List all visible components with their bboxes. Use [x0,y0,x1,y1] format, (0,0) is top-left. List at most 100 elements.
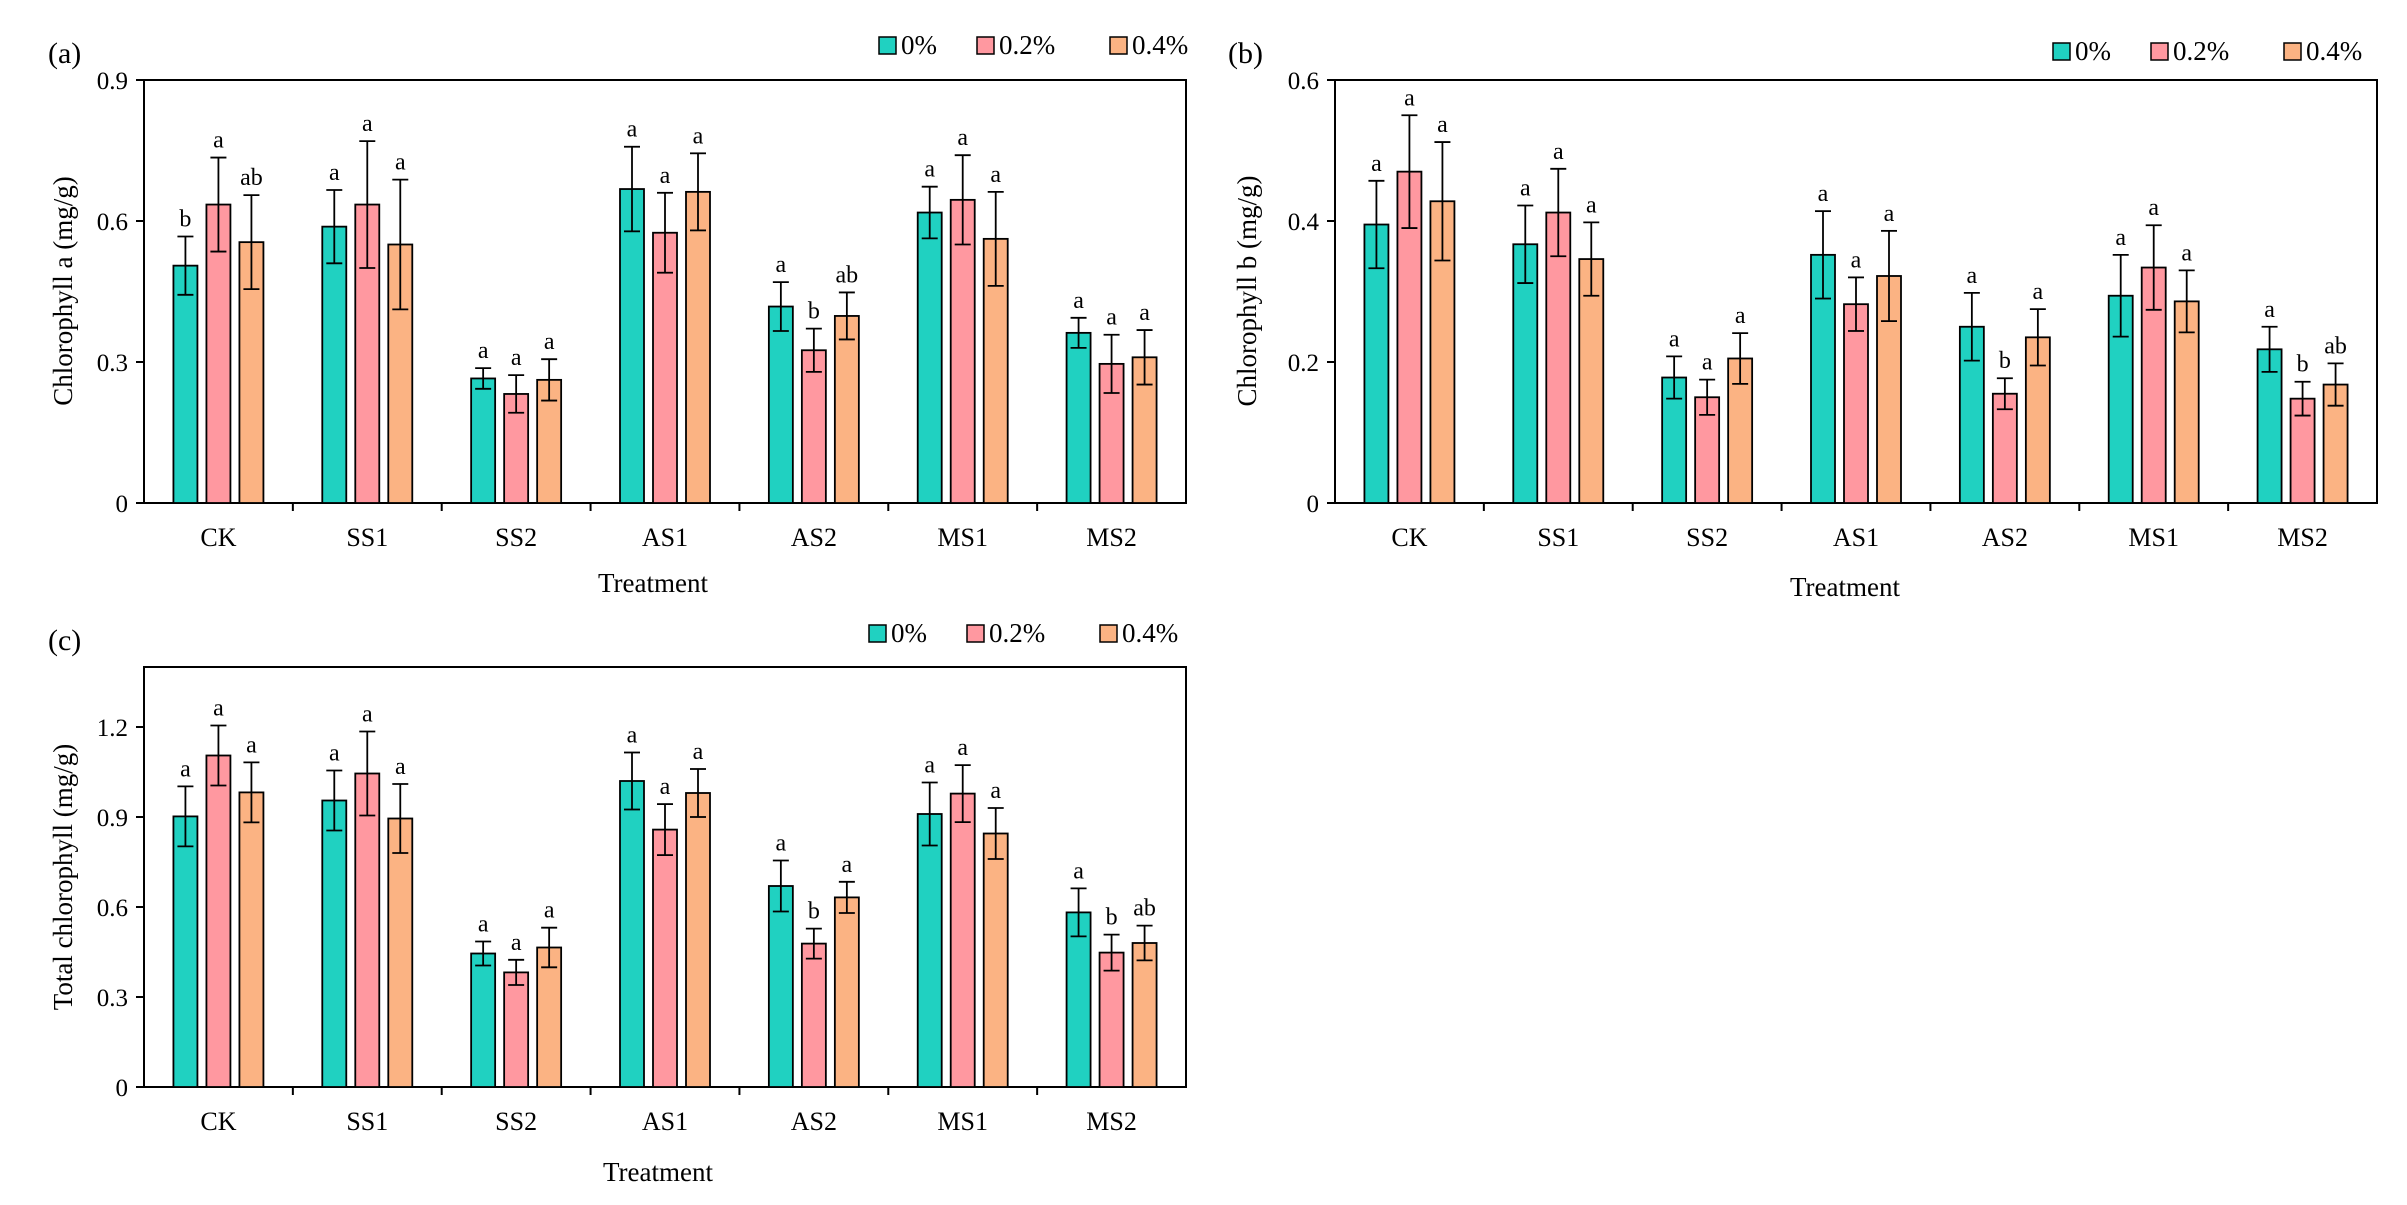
significance-letter: a [1371,151,1382,177]
bar [321,225,348,504]
x-tick-label: MS1 [937,1107,988,1136]
significance-letter: b [2297,352,2309,378]
significance-letter: a [395,150,406,176]
x-tick-label: SS2 [495,1107,537,1136]
legend-swatch [868,624,887,643]
significance-letter: a [2148,195,2159,221]
significance-letter: a [1851,247,1862,273]
y-axis-title: Chlorophyll a (mg/g) [48,176,78,405]
bar [916,813,943,1088]
x-tick-label: MS2 [1086,523,1137,552]
bar [1131,942,1158,1088]
significance-letter: b [808,899,820,925]
bar [1065,331,1092,504]
significance-letter: a [1735,303,1746,329]
x-axis-title: Treatment [598,568,708,598]
significance-letter: b [179,207,191,233]
significance-letter: a [478,912,489,938]
bar [470,377,497,504]
bar [1843,303,1869,504]
significance-letter: ab [836,262,859,288]
bar [172,815,199,1088]
bar [800,349,827,504]
significance-letter: a [544,898,555,924]
x-axis-title: Treatment [603,1157,713,1187]
significance-letter: a [627,117,638,143]
x-tick-label: AS1 [642,523,688,552]
y-tick-label: 0.3 [97,350,128,377]
significance-letter: a [1520,175,1531,201]
significance-letter: a [990,778,1001,804]
bar [767,885,794,1088]
bar [916,211,943,504]
bar [1578,258,1605,504]
bar [205,754,232,1088]
bar [205,203,232,504]
significance-letter: a [2264,297,2275,323]
significance-letter: a [1437,112,1448,138]
significance-letter: a [1139,300,1150,326]
bar [470,952,497,1088]
bar [833,315,860,504]
panel-c: 00.30.60.91.2CK SS1 SS2 AS1 AS2 MS1 MS2aaaaaaa… [48,618,1187,1187]
x-tick-label: AS1 [1833,523,1879,552]
significance-letter: a [246,732,257,758]
significance-letter: b [1106,905,1118,931]
bar [652,828,678,1088]
panel-label: (c) [48,624,81,657]
significance-letter: b [1999,348,2011,374]
bar [685,792,711,1088]
x-tick-label: AS2 [791,1107,837,1136]
bar [503,971,530,1088]
bar [685,190,711,504]
legend-label: 0.4% [2306,36,2362,66]
y-tick-label: 0.6 [97,209,128,236]
significance-letter: b [808,299,820,325]
bar [1098,951,1125,1088]
significance-letter: a [362,111,373,137]
y-tick-label: 0.4 [1288,209,1320,236]
legend-label: 0.2% [989,618,1045,648]
legend-swatch [966,624,985,643]
x-tick-label: SS2 [495,523,537,552]
y-tick-label: 0 [116,491,129,518]
legend-swatch [976,36,995,55]
x-tick-label: CK [200,523,236,552]
significance-letter: a [1553,139,1564,165]
y-tick-label: 0.9 [97,68,128,95]
bar [949,198,976,504]
legend-swatch [2150,42,2169,61]
x-tick-label: CK [1391,523,1427,552]
significance-letter: a [362,702,373,728]
significance-letter: a [1669,326,1680,352]
significance-letter: a [627,723,638,749]
y-tick-label: 0.6 [1288,68,1319,95]
significance-letter: a [1404,85,1415,111]
significance-letter: a [957,735,968,761]
bar [800,942,827,1088]
x-tick-label: CK [200,1107,236,1136]
significance-letter: a [924,157,935,183]
y-tick-label: 0.3 [97,985,128,1012]
bar [982,832,1009,1088]
significance-letter: a [660,774,671,800]
x-tick-label: MS2 [1086,1107,1137,1136]
x-tick-label: SS2 [1686,523,1728,552]
significance-letter: a [213,696,224,722]
panel-a: 00.30.60.9CK SS1 SS2 AS1 AS2 MS1 MS2baaaaaaaaa… [48,30,1188,598]
significance-letter: a [1106,305,1117,331]
x-tick-label: SS1 [346,1107,388,1136]
bar [833,896,860,1088]
y-tick-label: 0 [1307,491,1320,518]
significance-letter: a [842,852,853,878]
y-tick-label: 0.9 [97,805,128,832]
y-tick-label: 0.6 [97,895,128,922]
significance-letter: a [213,128,224,154]
bar [387,817,414,1088]
significance-letter: a [329,741,340,767]
legend: 0% 0.2% 0.4% [2052,36,2362,66]
legend-label: 0.4% [1132,30,1188,60]
significance-letter: a [395,754,406,780]
significance-letter: ab [1133,896,1156,922]
